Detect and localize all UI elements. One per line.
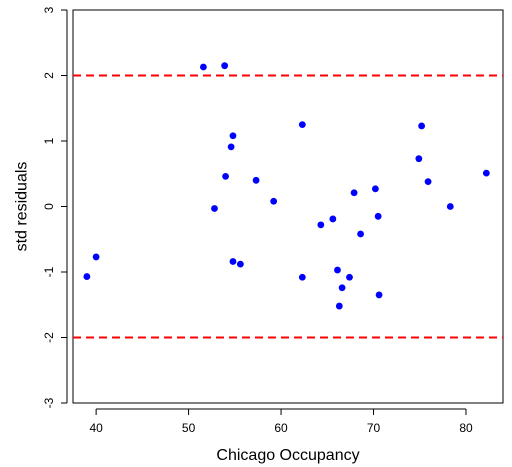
data-point bbox=[335, 302, 343, 310]
x-tick-label: 50 bbox=[182, 421, 196, 435]
data-point bbox=[221, 62, 229, 70]
y-tick-label: 3 bbox=[42, 6, 56, 13]
y-axis-label: std residuals bbox=[14, 162, 31, 252]
data-point bbox=[92, 253, 100, 261]
data-point bbox=[374, 212, 382, 220]
data-point bbox=[346, 273, 353, 281]
data-point bbox=[83, 273, 91, 280]
y-tick-label: -2 bbox=[42, 332, 56, 343]
x-tick-label: 40 bbox=[89, 421, 103, 435]
y-tick-label: -1 bbox=[42, 266, 56, 277]
data-point bbox=[222, 172, 229, 180]
data-point bbox=[357, 230, 364, 238]
data-point bbox=[236, 260, 244, 268]
data-point bbox=[371, 185, 379, 193]
data-point bbox=[424, 178, 432, 186]
data-point bbox=[350, 189, 358, 197]
plot-frame bbox=[72, 9, 504, 404]
data-point bbox=[338, 284, 346, 292]
data-point bbox=[334, 266, 341, 274]
data-point bbox=[375, 291, 383, 299]
data-point bbox=[211, 205, 218, 212]
y-axis: -3 -2 -1 0 1 2 3 bbox=[42, 6, 68, 408]
x-tick-label: 60 bbox=[274, 421, 288, 435]
x-tick-label: 80 bbox=[459, 421, 473, 435]
x-axis: 40 50 60 70 80 bbox=[89, 408, 473, 435]
data-point bbox=[298, 273, 306, 281]
y-tick-label: 0 bbox=[42, 203, 56, 210]
x-tick-label: 70 bbox=[367, 421, 381, 435]
data-point bbox=[482, 169, 490, 177]
data-point bbox=[446, 203, 454, 210]
data-point bbox=[199, 63, 207, 71]
y-tick-label: 2 bbox=[42, 72, 56, 79]
data-point bbox=[270, 197, 278, 205]
y-tick-label: 1 bbox=[42, 137, 56, 144]
data-point bbox=[229, 258, 237, 265]
y-tick-label: -3 bbox=[42, 397, 56, 408]
data-point bbox=[415, 155, 423, 163]
data-point bbox=[229, 132, 237, 140]
data-point bbox=[252, 176, 260, 184]
data-point bbox=[227, 143, 235, 151]
data-point bbox=[298, 121, 306, 129]
reference-lines bbox=[73, 74, 503, 339]
data-points bbox=[83, 62, 490, 310]
data-point bbox=[317, 221, 325, 229]
data-point bbox=[329, 215, 337, 223]
data-point bbox=[418, 122, 426, 130]
x-axis-label: Chicago Occupancy bbox=[216, 447, 359, 464]
